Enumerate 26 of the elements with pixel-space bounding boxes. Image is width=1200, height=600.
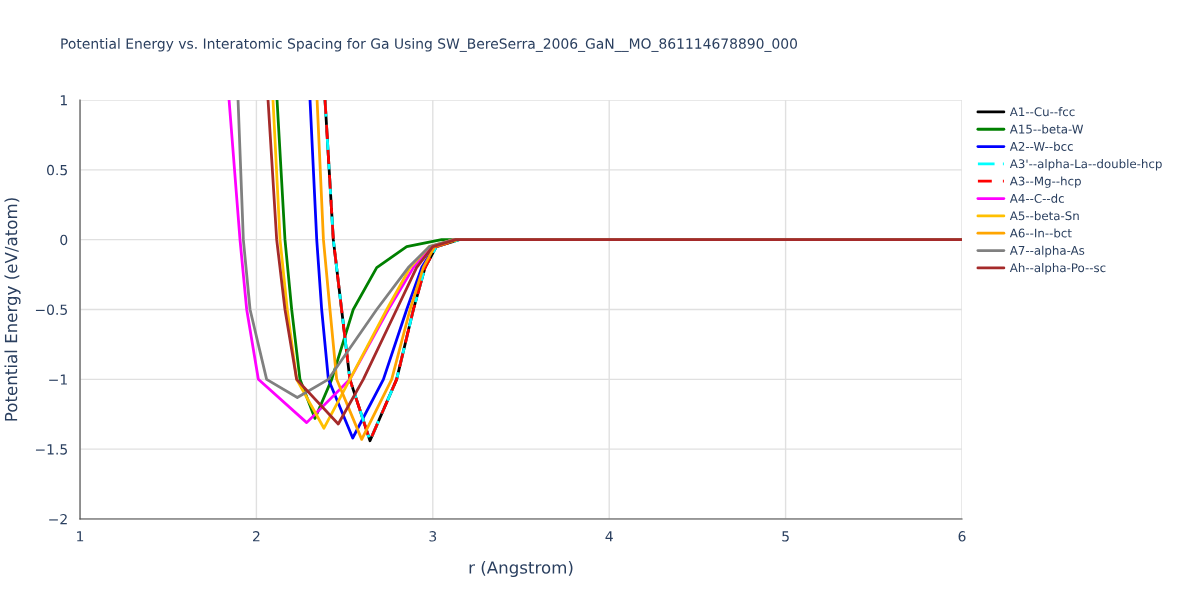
legend-label: A1--Cu--fcc <box>1009 107 1075 117</box>
legend-label: A7--alpha-As <box>1009 245 1085 258</box>
legend-label: A5--beta-Sn <box>1009 211 1079 221</box>
x-tick-label: 2 <box>253 531 260 542</box>
y-tick-label: −2 <box>49 513 67 525</box>
y-tick-label: −1 <box>49 374 67 385</box>
x-tick-label: 4 <box>605 531 613 542</box>
x-tick-label: 3 <box>429 531 437 542</box>
x-axis-title: r (Angstrom) <box>469 560 573 578</box>
legend-label: A2--W--bcc <box>1009 141 1073 151</box>
y-tick-label: −0.5 <box>35 304 67 315</box>
legend-label: Ah--alpha-Po--sc <box>1009 263 1106 275</box>
x-tick-label: 5 <box>782 531 789 542</box>
chart-title: Potential Energy vs. Interatomic Spacing for Ga Using SW_BereSerra_2006_GaN__MO_861114678890_000 <box>61 38 798 52</box>
legend-label: A3--Mg--hcp <box>1009 176 1081 188</box>
legend-label: A15--beta-W <box>1009 124 1084 134</box>
y-axis-title: Potential Energy (eV/atom) <box>4 198 21 421</box>
y-tick-label: 0 <box>60 234 68 246</box>
x-tick-label: 6 <box>958 531 966 542</box>
y-tick-label: 1 <box>60 95 67 106</box>
y-tick-label: −1.5 <box>35 444 67 455</box>
legend-label: A4--C--dc <box>1009 193 1064 203</box>
legend-label: A3'--alpha-La--double-hcp <box>1009 159 1162 171</box>
y-tick-label: 0.5 <box>47 164 67 176</box>
legend-label: A6--In--bct <box>1009 228 1072 238</box>
x-tick-label: 1 <box>77 531 84 542</box>
